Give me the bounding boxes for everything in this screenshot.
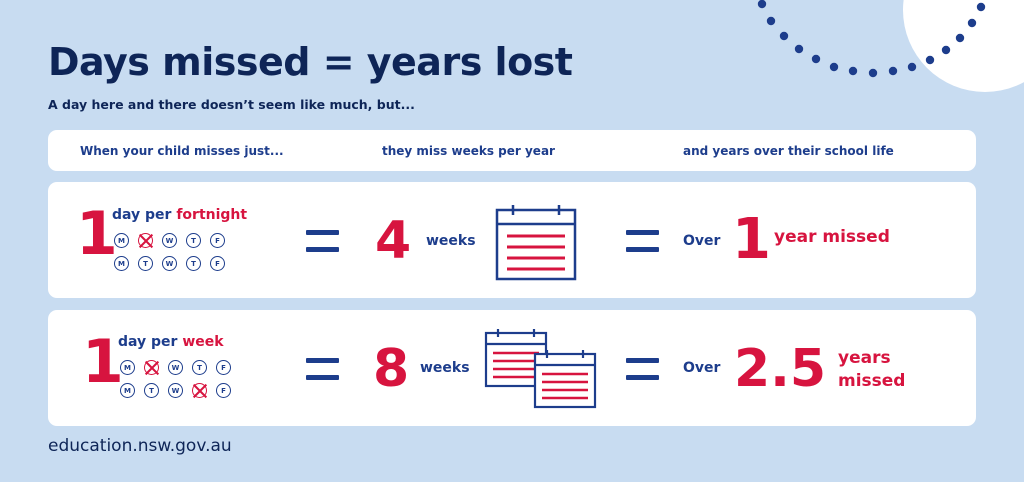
week-days-grid: M T W T F M T W T F <box>120 360 231 406</box>
day-icon: W <box>162 256 177 271</box>
calendar-icon <box>495 205 577 281</box>
weeks-number: 8 <box>373 339 410 399</box>
day-per-text: day per <box>118 334 178 350</box>
page-title: Days missed = years lost <box>48 40 573 84</box>
years-label: year missed <box>774 227 890 247</box>
day-icon: T <box>192 360 207 375</box>
equals-icon <box>306 230 339 252</box>
row-week: 1 day per week M T W T F M T W T F 8 wee… <box>48 310 976 426</box>
days-count: 1 <box>82 327 124 397</box>
equals-icon <box>626 358 659 380</box>
footer-url: education.nsw.gov.au <box>48 436 232 456</box>
years-label-line-2: missed <box>838 371 906 391</box>
day-per-text: day per <box>112 207 172 223</box>
weeks-label: weeks <box>420 360 470 376</box>
row-fortnight: 1 day per fortnight M T W T F M T W T F … <box>48 182 976 298</box>
column-header-weeks: they miss weeks per year <box>382 144 555 158</box>
day-icon: F <box>210 233 225 248</box>
day-icon: M <box>120 383 135 398</box>
day-icon: M <box>114 256 129 271</box>
years-number: 1 <box>732 207 771 272</box>
equals-icon <box>306 358 339 380</box>
days-label: day per fortnight <box>112 207 247 223</box>
days-count: 1 <box>76 199 118 269</box>
weeks-label: weeks <box>426 233 476 249</box>
crossed-day-icon: T <box>138 233 153 248</box>
day-icon: W <box>162 233 177 248</box>
equals-icon <box>626 230 659 252</box>
period-text: week <box>182 334 224 350</box>
week-days-grid: M T W T F M T W T F <box>114 233 225 279</box>
crossed-day-icon: T <box>192 383 207 398</box>
page-subtitle: A day here and there doesn’t seem like m… <box>48 97 415 112</box>
years-number: 2.5 <box>734 339 827 399</box>
column-header-years: and years over their school life <box>683 144 894 158</box>
day-icon: T <box>186 233 201 248</box>
period-text: fortnight <box>176 207 248 223</box>
crossed-day-icon: T <box>144 360 159 375</box>
day-icon: T <box>138 256 153 271</box>
over-label: Over <box>683 360 721 376</box>
weeks-number: 4 <box>375 211 412 271</box>
column-header-card: When your child misses just... they miss… <box>48 130 976 171</box>
day-icon: F <box>210 256 225 271</box>
day-icon: F <box>216 383 231 398</box>
day-icon: M <box>114 233 129 248</box>
day-icon: M <box>120 360 135 375</box>
day-icon: F <box>216 360 231 375</box>
day-icon: T <box>144 383 159 398</box>
column-header-days: When your child misses just... <box>80 144 284 158</box>
day-icon: T <box>186 256 201 271</box>
day-icon: W <box>168 360 183 375</box>
over-label: Over <box>683 233 721 249</box>
years-label-line-1: years <box>838 348 891 368</box>
days-label: day per week <box>118 334 224 350</box>
two-calendars-icon <box>484 329 597 409</box>
day-icon: W <box>168 383 183 398</box>
